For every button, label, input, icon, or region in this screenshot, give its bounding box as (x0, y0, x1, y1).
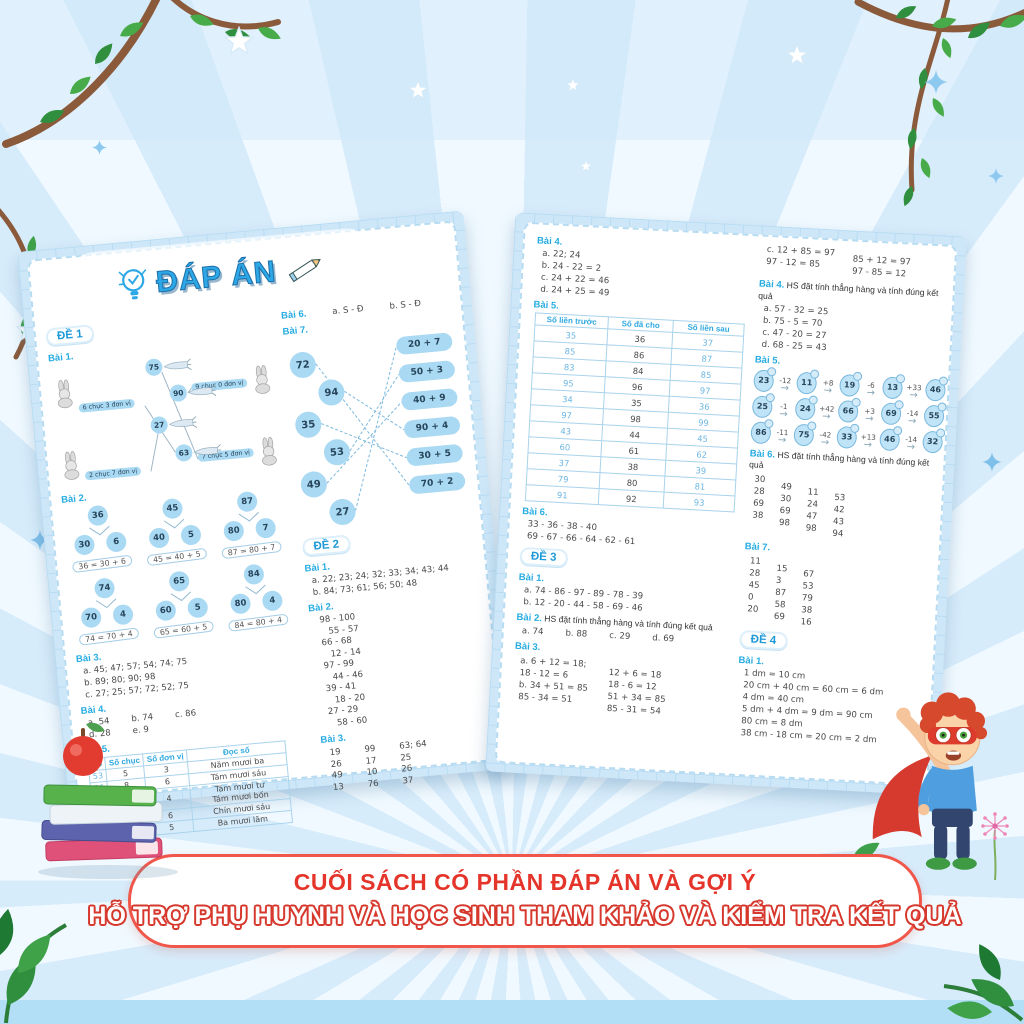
arrow-icon: → (821, 410, 831, 423)
bai6-label: Bài 6. (280, 308, 307, 322)
apple-icon (63, 722, 105, 776)
arrow-icon: → (820, 436, 830, 449)
carrot-number: 90 (169, 383, 188, 403)
bottom-banner: CUỐI SÁCH CÓ PHẦN ĐÁP ÁN VÀ GỢI Ý HỖ TRỢ… (88, 854, 962, 948)
number-bond: 45 40 5 45 = 40 + 5 (137, 495, 213, 567)
pencil-icon (288, 258, 322, 283)
caterpillar-icon: 69 (880, 401, 902, 425)
caterpillar-icon: 46 (879, 427, 901, 451)
neighbor-number-table: Số liền trước Số đã cho Số liền sau 35 36 37… (525, 312, 745, 512)
leaves-bottom-left-icon (0, 908, 67, 1024)
rabbit-icon (64, 451, 80, 480)
caterpillar-icon: 19 (838, 373, 861, 397)
number-bond-row: 74 70 4 74 = 70 + 4 65 60 5 65 = 60 + 5 84 80 4 8… (69, 561, 298, 647)
carrot-number: 27 (149, 415, 169, 435)
leaves-bottom-right-icon (943, 944, 1024, 1022)
caterpillar-icon: 75 (793, 423, 815, 447)
de1-badge: ĐỀ 1 (45, 324, 95, 347)
caterpillar-icon: 55 (923, 404, 945, 428)
range-list: 98 - 100 55 - 57 66 - 68 12 - 14 97 - 99 44… (318, 612, 368, 728)
caterpillar-icon: 32 (921, 430, 944, 454)
bai7-matching-figure: 72 94 35 53 49 27 20 + 7 50 + 3 40 + 9 9… (283, 324, 472, 535)
branch-top-right-icon (854, 0, 1024, 207)
caterpillar-icon: 33 (836, 425, 858, 449)
book-stack-icon (38, 722, 178, 879)
de4-badge: ĐỀ 4 (739, 630, 788, 651)
bai1-matching-figure: 6 chục 3 đơn vị 2 chục 7 đơn vị 9 chục 0… (49, 346, 284, 490)
arrow-icon: → (907, 415, 917, 427)
arrow-icon: → (823, 384, 833, 397)
fact-family-column: a. 6 + 12 = 18; 18 - 12 = 6 b. 34 + 51 = … (517, 655, 589, 705)
carrot-icon (163, 357, 192, 370)
rabbit-icon (57, 379, 73, 409)
arrow-icon: → (909, 389, 919, 401)
lightbulb-icon (118, 269, 146, 300)
caterpillar-icon: 46 (924, 378, 947, 402)
star-icon (580, 160, 592, 172)
sparkle-icon (924, 70, 948, 94)
number-bond: 87 80 7 87 = 80 + 7 (211, 489, 287, 561)
sky-band (0, 0, 1024, 140)
number-columns: 11 28 45 0 20 15 3 87 58 69 67 53 79 38 16 (747, 556, 815, 629)
arrow-icon: → (778, 408, 788, 420)
carrot-icon (187, 383, 217, 396)
left-answer-page: ĐÁP ÁN ĐỀ 1 Bài 1. (17, 210, 515, 841)
number-bond: 65 60 5 65 = 60 + 5 (143, 568, 219, 640)
number-columns: 30 28 69 38 49 30 69 98 11 24 47 98 53 42 43 94 (752, 474, 846, 540)
cape (872, 755, 932, 840)
arrow-icon: → (863, 438, 873, 451)
hair (919, 692, 988, 740)
carrot-icon (168, 415, 198, 428)
carrot-number: 75 (144, 358, 164, 377)
caterpillar-icon: 11 (796, 371, 818, 395)
star-icon (786, 44, 808, 66)
de2-badge: ĐỀ 2 (301, 534, 351, 557)
sparkle-icon (988, 168, 1004, 184)
caterpillar-icon: 66 (837, 399, 859, 423)
rabbit-icon (255, 365, 271, 394)
arrow-icon: → (864, 413, 874, 425)
number-bond: 84 80 4 84 = 80 + 4 (218, 561, 294, 633)
dap-an-title-cloud: ĐÁP ÁN (65, 231, 380, 323)
caterpillar-icon: 23 (753, 368, 775, 393)
banner-line1: CUỐI SÁCH CÓ PHẦN ĐÁP ÁN VÀ GỢI Ý (293, 869, 757, 895)
arrow-icon: → (866, 387, 876, 399)
sparkle-icon (982, 452, 1002, 472)
superhero-character (872, 692, 988, 870)
dandelion-icon (981, 812, 1009, 881)
arrow-icon: → (906, 441, 916, 453)
rabbit-icon (262, 436, 277, 466)
caterpillar-icon: 24 (794, 397, 816, 421)
carrot-icon (193, 443, 222, 456)
star-icon (408, 80, 428, 100)
caterpillar-icon: 13 (881, 375, 904, 399)
page-title: ĐÁP ÁN (154, 255, 278, 300)
arrow-icon: → (777, 434, 787, 446)
answer-line: a. S - Đ (331, 304, 365, 318)
number-bond: 36 30 6 36 = 30 + 6 (62, 502, 138, 574)
star-icon (224, 26, 254, 55)
caterpillar-icon: 86 (750, 420, 772, 444)
answer-line: b. S - Đ (389, 298, 422, 312)
de3-badge: ĐỀ 3 (519, 546, 568, 568)
arrow-icon: → (780, 382, 790, 394)
banner-line2: HỖ TRỢ PHỤ HUYNH VÀ HỌC SINH THAM KHẢO V… (88, 902, 962, 930)
fact-family-column: 12 + 6 = 18 18 - 6 = 12 51 + 34 = 85 85 - … (606, 667, 666, 717)
carrot-number: 63 (174, 443, 194, 463)
fact-family-column: 85 + 12 = 97 97 - 85 = 12 (851, 254, 912, 280)
sparkle-icon (92, 140, 107, 155)
caterpillar-icon: 25 (751, 394, 774, 418)
bottom-strip (0, 1000, 1024, 1024)
star-icon (566, 78, 580, 92)
number-bond: 74 70 4 74 = 70 + 4 (69, 575, 145, 647)
sparkle-icon (30, 530, 50, 550)
fact-family-column: c. 12 + 85 = 97 97 - 12 = 85 (765, 244, 836, 270)
